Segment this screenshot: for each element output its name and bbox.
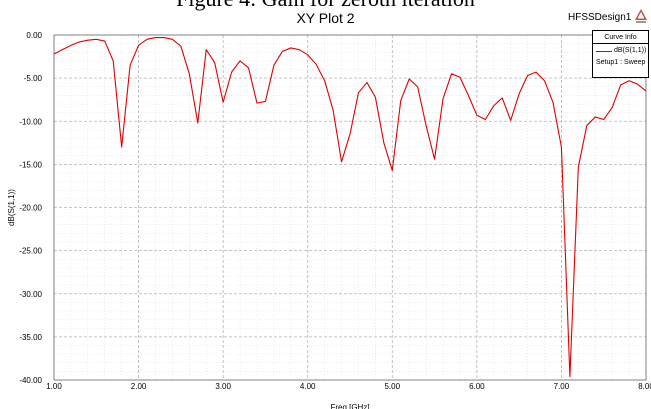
x-tick-label: 4.00 [300, 382, 316, 391]
x-tick-label: 8.00 [638, 382, 651, 391]
legend-swatch [596, 51, 612, 52]
y-tick-label: -20.00 [19, 204, 42, 213]
y-tick-label: -5.00 [24, 74, 43, 83]
x-tick-label: 6.00 [469, 382, 485, 391]
y-axis-label: dB(S(1,1)) [7, 189, 16, 226]
legend-trace-name: dB(S(1,1)) [614, 47, 647, 54]
y-tick-label: -35.00 [19, 333, 42, 342]
x-axis-label: Freq [GHz] [330, 403, 369, 409]
design-name: HFSSDesign1 [568, 12, 632, 23]
figure-caption: Figure 4: Gain for zeroth iteration [0, 0, 651, 12]
legend-setup-name: Setup1 : Sweep [596, 59, 646, 66]
legend-title: Curve Info [593, 31, 648, 44]
x-tick-label: 7.00 [554, 382, 570, 391]
y-tick-label: -15.00 [19, 160, 42, 169]
ansoft-logo-icon [635, 9, 647, 23]
x-tick-label: 3.00 [215, 382, 231, 391]
y-tick-label: 0.00 [26, 31, 42, 40]
legend[interactable]: Curve Info dB(S(1,1)) Setup1 : Sweep [592, 30, 649, 78]
y-tick-label: -25.00 [19, 247, 42, 256]
x-tick-label: 2.00 [131, 382, 147, 391]
y-tick-label: -30.00 [19, 290, 42, 299]
plot-frame [53, 34, 647, 381]
plot-title: XY Plot 2 [296, 10, 355, 26]
y-tick-label: -40.00 [19, 376, 42, 385]
x-tick-label: 5.00 [384, 382, 400, 391]
legend-entry: dB(S(1,1)) Setup1 : Sweep [593, 44, 648, 74]
y-tick-label: -10.00 [19, 117, 42, 126]
series-line [53, 37, 647, 378]
x-tick-label: 1.00 [46, 382, 62, 391]
